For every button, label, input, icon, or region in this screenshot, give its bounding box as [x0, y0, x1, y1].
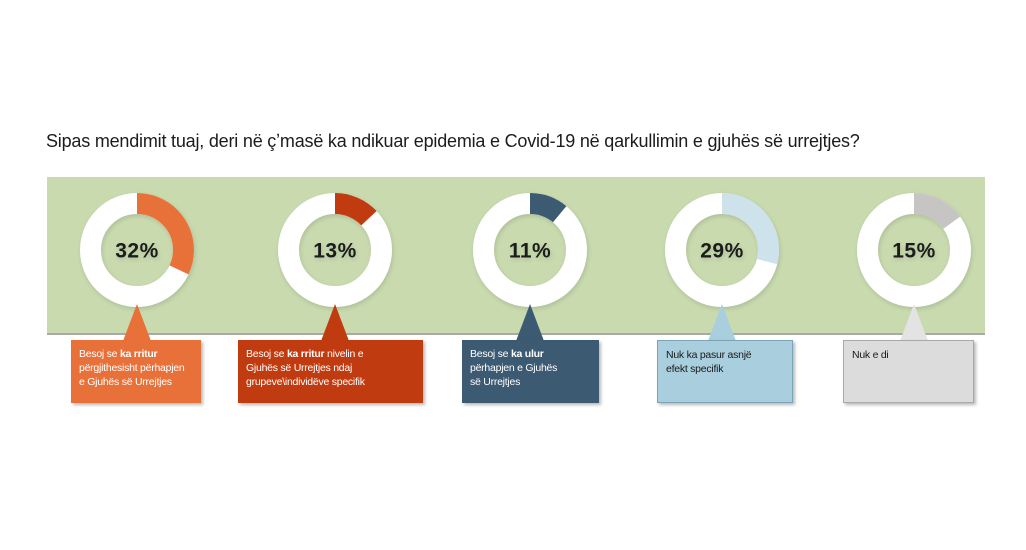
callout-text: përgjithesisht përhapjen e Gjuhës së Urr…: [79, 362, 185, 388]
donut-percent-label: 32%: [115, 239, 159, 262]
callout-pointer: [123, 304, 151, 341]
callout-box: Besoj se ka rritur nivelin e Gjuhës së U…: [238, 340, 423, 403]
donut-chart: 15%: [857, 193, 971, 307]
callout-text-bold: ka ulur: [510, 348, 544, 360]
donut-segment: [80, 193, 194, 307]
donut-percent-label: 13%: [313, 239, 357, 262]
donut-segment: [278, 193, 392, 307]
callout-text: Besoj se: [79, 348, 120, 360]
donut-percent-label: 15%: [892, 239, 936, 262]
callout-box: Besoj se ka ulur përhapjen e Gjuhës së U…: [462, 340, 599, 403]
donut-percent-label: 11%: [509, 239, 551, 262]
callout-text: Besoj se: [470, 348, 511, 360]
donut-chart: 11%: [473, 193, 587, 307]
donut-chart: 29%: [665, 193, 779, 307]
donut-chart: 32%: [80, 193, 194, 307]
callout-pointer: [708, 304, 736, 341]
callout-text: nivelin e Gjuhës së Urrejtjes ndaj grupe…: [246, 348, 365, 388]
donut-segment: [665, 193, 779, 307]
callout-box: Nuk e di: [843, 340, 974, 403]
callout-text-bold: ka rritur: [286, 348, 325, 360]
callout-box: Nuk ka pasur asnjë efekt specifik: [657, 340, 793, 403]
callout-pointer: [516, 304, 544, 341]
donut-segment: [857, 193, 971, 307]
question-title: Sipas mendimit tuaj, deri në çʼmasë ka n…: [46, 131, 860, 151]
callout-box: Besoj se ka rritur përgjithesisht përhap…: [71, 340, 201, 403]
callout-text: përhapjen e Gjuhës së Urrejtjes: [470, 362, 558, 388]
callout-pointer: [900, 304, 928, 341]
callout-text: Besoj se: [246, 348, 287, 360]
callout-text-bold: ka rritur: [119, 348, 158, 360]
donut-percent-label: 29%: [700, 239, 744, 262]
callout-pointer: [321, 304, 349, 341]
donut-chart: 13%: [278, 193, 392, 307]
callout-text: Nuk e di: [852, 349, 889, 361]
callout-text: Nuk ka pasur asnjë efekt specifik: [666, 349, 752, 375]
donut-segment: [473, 193, 587, 307]
